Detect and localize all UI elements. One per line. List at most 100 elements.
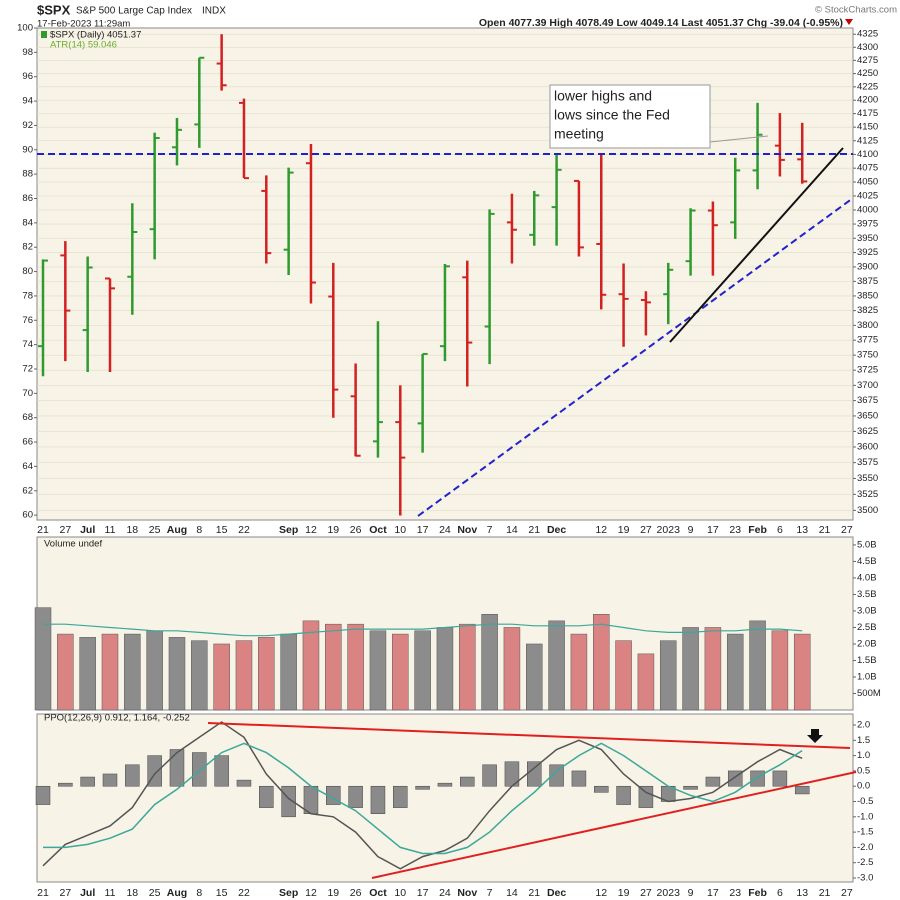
x-tick-label: Oct: [369, 887, 387, 899]
volume-bar: [615, 640, 632, 711]
ppo-panel: [36, 713, 854, 883]
y-tick-label: -0.5: [857, 796, 873, 807]
x-tick-label: Feb: [748, 524, 767, 536]
left-tick-label: 62: [22, 485, 33, 496]
left-tick-label: 78: [22, 290, 33, 301]
histogram-bar: [527, 761, 542, 787]
volume-bar: [726, 633, 744, 711]
x-tick-label: Aug: [167, 524, 187, 536]
x-tick-label: 21: [819, 887, 831, 899]
x-tick-label: Dec: [547, 524, 566, 536]
y-tick-label: -2.0: [857, 842, 873, 853]
y-tick-label: 1.0B: [857, 672, 877, 683]
left-tick-label: 72: [22, 364, 33, 375]
legend-icon: [41, 31, 47, 38]
left-tick-label: 64: [22, 461, 33, 472]
left-tick-label: 82: [22, 242, 33, 253]
credit: © StockCharts.com: [815, 5, 897, 16]
volume-bar: [57, 633, 74, 711]
y-tick-label: 4300: [857, 42, 878, 53]
series-line: [42, 721, 803, 870]
y-tick-label: 2.5B: [857, 622, 877, 633]
x-tick-label: 23: [729, 524, 741, 536]
annotation-line: lower highs and: [554, 88, 652, 104]
y-tick-label: 4000: [857, 204, 878, 215]
histogram-bar: [192, 752, 207, 787]
x-tick-label: Sep: [279, 887, 298, 899]
down-triangle: [845, 19, 853, 25]
series-line: [43, 742, 803, 855]
y-tick-label: -3.0: [857, 873, 873, 884]
quote: Open 4077.39 High 4078.49 Low 4049.14 La…: [479, 17, 843, 29]
x-tick-label: 2023: [657, 524, 681, 536]
x-tick-label: 10: [394, 887, 406, 899]
x-tick-label: 21: [819, 524, 831, 536]
x-tick-label: 19: [327, 887, 339, 899]
ppo-support: [371, 771, 857, 879]
x-tick-label: Jul: [80, 524, 95, 536]
y-tick-label: 3.0B: [857, 605, 877, 616]
x-tick-label: 6: [777, 887, 783, 899]
left-tick-label: 98: [22, 47, 33, 58]
y-tick-label: 3725: [857, 365, 878, 376]
volume-bar: [793, 633, 811, 711]
x-tick-label: 21: [528, 887, 540, 899]
histogram-bar: [683, 785, 698, 790]
volume-bar: [213, 643, 230, 711]
short-trendline: [669, 147, 844, 343]
left-tick-label: 68: [22, 412, 33, 423]
histogram-bar: [125, 764, 140, 787]
x-tick-label: 12: [595, 524, 607, 536]
volume-bar: [526, 643, 543, 711]
volume-bar: [280, 633, 297, 711]
arrow-marker: [807, 729, 823, 743]
x-tick-label: 11: [105, 887, 116, 899]
y-tick-label: 4250: [857, 68, 878, 79]
y-tick-label: 4.0B: [857, 572, 877, 583]
histogram-bar: [705, 776, 721, 787]
volume-bar: [235, 640, 253, 711]
x-tick-label: 22: [238, 524, 250, 536]
y-tick-label: -2.5: [857, 857, 873, 868]
histogram-bar: [571, 770, 587, 787]
x-tick-label: 10: [394, 524, 406, 536]
x-tick-label: 23: [729, 887, 741, 899]
x-tick-label: 13: [796, 524, 808, 536]
y-tick-label: 4100: [857, 149, 878, 160]
histogram-bar: [750, 770, 765, 787]
ppo-resistance: [207, 722, 851, 749]
histogram-bar: [594, 785, 609, 793]
volume-bar: [503, 627, 521, 711]
left-tick-label: 100: [17, 23, 33, 34]
y-tick-label: 4.5B: [857, 556, 877, 567]
x-tick-label: Feb: [748, 887, 767, 899]
y-tick-label: 2.0: [857, 720, 870, 731]
x-tick-label: 17: [707, 524, 719, 536]
annotation-box: [549, 84, 711, 149]
index-name: S&P 500 Large Cap Index: [76, 6, 192, 17]
histogram-bar: [437, 782, 453, 787]
left-tick-label: 70: [22, 388, 33, 399]
y-tick-label: 500M: [857, 688, 881, 699]
x-tick-label: Dec: [547, 887, 566, 899]
left-tick-label: 94: [22, 96, 33, 107]
y-tick-label: 4200: [857, 95, 878, 106]
x-tick-label: 27: [59, 887, 71, 899]
left-tick-label: 66: [22, 437, 33, 448]
x-tick-label: 17: [417, 887, 429, 899]
x-tick-label: 27: [841, 887, 853, 899]
x-tick-label: 24: [439, 524, 451, 536]
x-tick-label: 22: [238, 887, 250, 899]
x-tick-label: 25: [149, 524, 161, 536]
volume-bar: [481, 614, 498, 711]
volume-bar: [570, 633, 588, 711]
y-tick-label: 3800: [857, 320, 878, 331]
x-tick-label: 19: [618, 887, 630, 899]
volume-bar: [593, 614, 610, 711]
histogram-bar: [214, 755, 229, 787]
volume-bar: [168, 637, 186, 711]
volume-bar: [34, 607, 52, 711]
x-tick-label: 18: [126, 887, 138, 899]
x-tick-label: 15: [216, 887, 228, 899]
volume-bar: [459, 623, 476, 711]
